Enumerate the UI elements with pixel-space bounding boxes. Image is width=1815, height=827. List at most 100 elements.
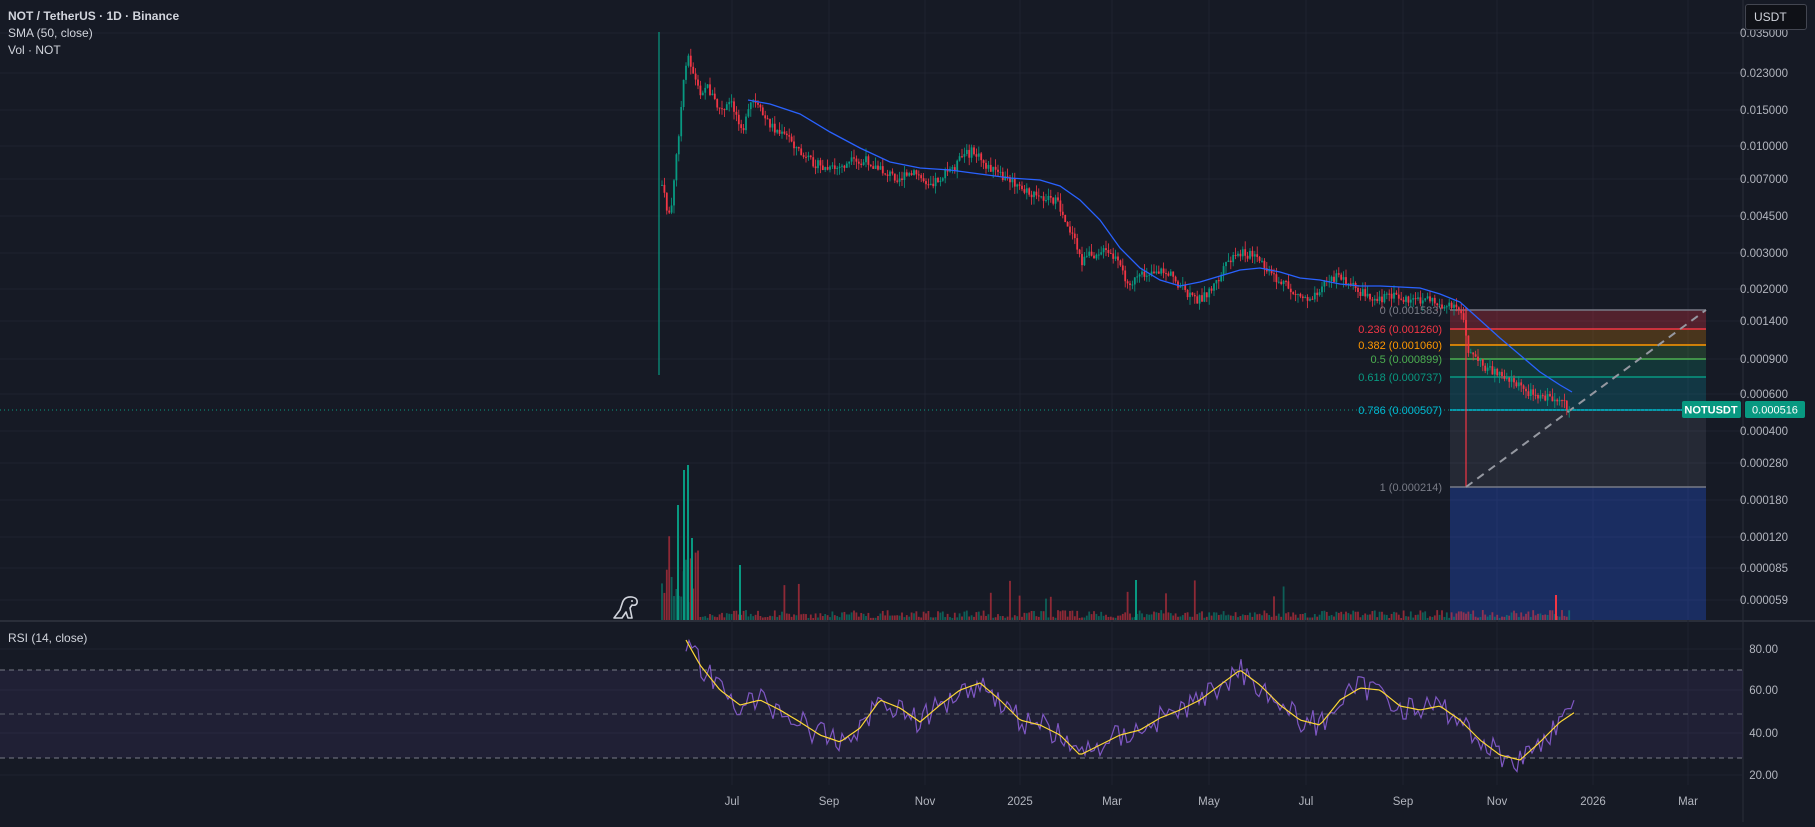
volume-bar bbox=[1510, 612, 1513, 620]
candle bbox=[1409, 299, 1412, 303]
volume-bar bbox=[999, 616, 1002, 620]
volume-bar bbox=[1150, 614, 1153, 620]
volume-bar bbox=[1169, 613, 1172, 620]
time-axis[interactable]: Jul Sep Nov 2025 Mar May Jul Sep Nov 2026 Mar bbox=[725, 796, 1698, 808]
rsi-legend[interactable]: RSI (14, close) bbox=[8, 631, 88, 645]
symbol-legend[interactable]: NOT / TetherUS · 1D · Binance bbox=[8, 9, 180, 23]
volume-bar bbox=[814, 613, 817, 620]
candle bbox=[944, 169, 947, 179]
price-axis[interactable]: 0.035000 0.023000 0.015000 0.010000 0.007000… bbox=[1740, 28, 1788, 607]
candle bbox=[1109, 252, 1112, 254]
volume-bar bbox=[1558, 616, 1561, 620]
candle bbox=[1513, 378, 1515, 383]
time-axis-label: Sep bbox=[819, 796, 839, 808]
volume-bar bbox=[1546, 614, 1549, 620]
volume-bar bbox=[1049, 596, 1052, 620]
volume-bar bbox=[1366, 614, 1369, 620]
candle bbox=[1258, 256, 1261, 261]
candle bbox=[1119, 260, 1122, 266]
volume-bar bbox=[951, 617, 954, 620]
volume-legend[interactable]: Vol · NOT bbox=[8, 43, 61, 57]
candle bbox=[709, 84, 711, 95]
candle bbox=[1306, 297, 1309, 301]
candle bbox=[1150, 271, 1153, 275]
volume-bar bbox=[877, 615, 879, 620]
volume-bar bbox=[1145, 614, 1148, 620]
candle bbox=[1486, 367, 1489, 371]
fib-trend-line[interactable] bbox=[1465, 309, 1707, 488]
volume-bar bbox=[1555, 595, 1557, 620]
rsi-axis-label: 60.00 bbox=[1749, 685, 1778, 697]
candle bbox=[1385, 293, 1388, 295]
volume-bar bbox=[1126, 591, 1129, 620]
volume-bar bbox=[1515, 613, 1518, 620]
candle bbox=[1359, 291, 1362, 296]
rsi-pane[interactable] bbox=[0, 622, 1743, 777]
candle bbox=[1445, 306, 1448, 308]
volume-bar bbox=[1097, 616, 1100, 620]
candle bbox=[1090, 251, 1093, 256]
sma-legend[interactable]: SMA (50, close) bbox=[8, 26, 93, 40]
price-axis-label: 0.004500 bbox=[1740, 211, 1788, 223]
candle bbox=[881, 166, 884, 174]
candle bbox=[1203, 292, 1206, 302]
candle bbox=[1318, 292, 1321, 296]
volume-bar bbox=[821, 616, 824, 620]
volume-bar bbox=[776, 616, 779, 620]
candle bbox=[785, 133, 788, 136]
rsi-axis[interactable]: 80.00 60.00 40.00 20.00 bbox=[1749, 644, 1778, 782]
volume-bar bbox=[1534, 615, 1537, 620]
candle bbox=[905, 172, 908, 176]
volume-bar bbox=[1205, 616, 1208, 620]
volume-bar bbox=[1549, 610, 1551, 620]
volume-bar bbox=[1040, 611, 1043, 620]
candle bbox=[735, 111, 738, 115]
candle bbox=[1143, 271, 1146, 277]
candle bbox=[963, 153, 966, 157]
candle bbox=[793, 141, 795, 149]
candle bbox=[1172, 271, 1175, 277]
volume-bar bbox=[1493, 616, 1496, 620]
candle bbox=[1165, 273, 1167, 275]
candle bbox=[845, 163, 848, 168]
volume-bar bbox=[939, 612, 942, 620]
volume-bar bbox=[1522, 616, 1525, 620]
candle bbox=[1381, 296, 1383, 303]
fib-level-label: 0.382 (0.001060) bbox=[1358, 340, 1442, 352]
candle bbox=[941, 178, 944, 181]
volume-bar bbox=[1102, 615, 1105, 620]
candle bbox=[973, 147, 975, 155]
candle bbox=[716, 99, 719, 108]
volume-bar bbox=[683, 470, 685, 620]
volume-bar bbox=[663, 592, 666, 620]
candle bbox=[1301, 296, 1304, 299]
volume-bar bbox=[1289, 616, 1292, 620]
candle bbox=[687, 55, 690, 66]
candle bbox=[1441, 304, 1443, 309]
candle bbox=[1217, 280, 1220, 282]
volume-bar bbox=[721, 612, 723, 620]
currency-button[interactable]: USDT bbox=[1745, 4, 1807, 30]
volume-bar bbox=[934, 617, 937, 620]
fib-retracement[interactable] bbox=[1450, 307, 1707, 620]
volume-bar bbox=[1376, 617, 1379, 620]
volume-bar bbox=[1445, 612, 1448, 620]
candle bbox=[1357, 288, 1359, 292]
volume-bar bbox=[963, 611, 966, 620]
volume-bar bbox=[1537, 613, 1539, 620]
volume-bar bbox=[1455, 613, 1458, 620]
volume-bar bbox=[1489, 614, 1491, 620]
candle bbox=[1066, 221, 1069, 227]
volume-bar bbox=[845, 614, 848, 620]
volume-bar bbox=[759, 615, 762, 620]
volume-bar bbox=[745, 610, 747, 620]
candle bbox=[1136, 276, 1139, 278]
candle bbox=[977, 153, 980, 157]
tradingview-dino-icon[interactable] bbox=[613, 596, 638, 619]
candle bbox=[1061, 211, 1064, 215]
volume-bar bbox=[1270, 616, 1273, 620]
volume-bar bbox=[1429, 616, 1431, 620]
volume-bar bbox=[872, 617, 875, 620]
volume-bar bbox=[773, 610, 776, 620]
